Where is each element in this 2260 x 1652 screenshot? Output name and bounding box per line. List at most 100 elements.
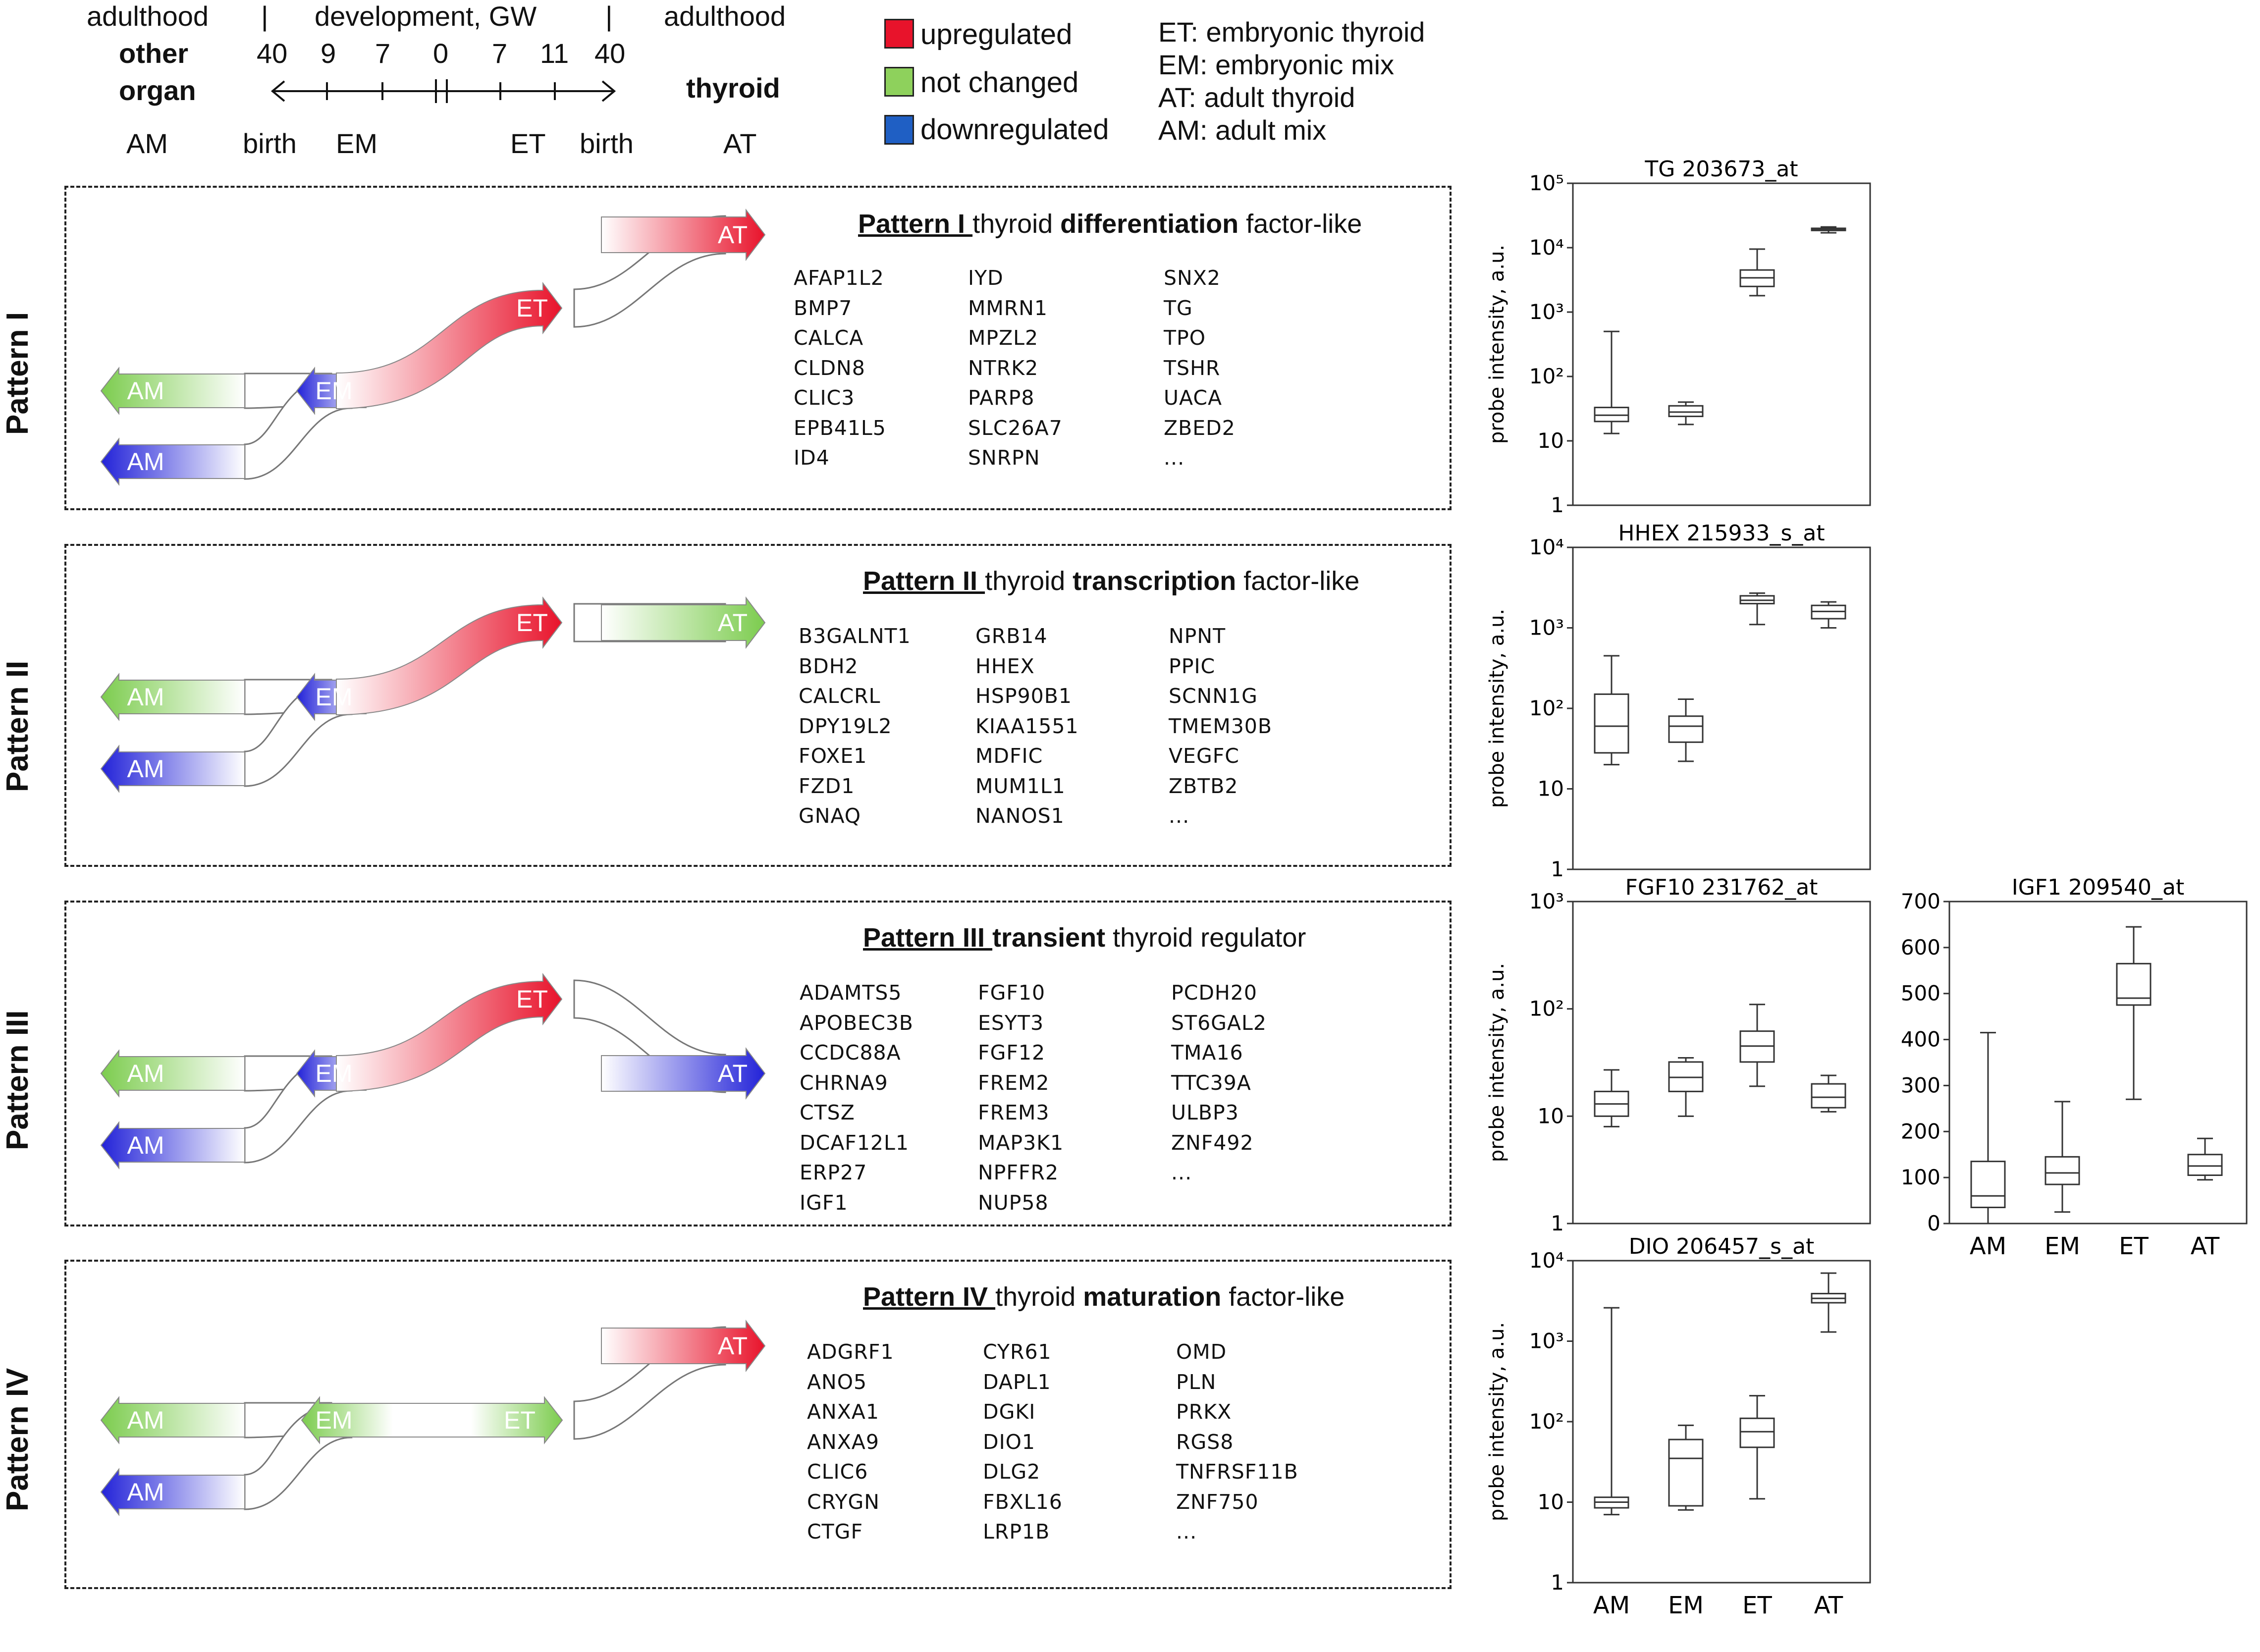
y-tick-label: 100: [1901, 1165, 1940, 1189]
arrow-em-et: [336, 973, 563, 1092]
x-tick-label: AM: [1970, 1232, 2006, 1260]
abbr-am: AM: adult mix: [1158, 114, 1327, 146]
gene-name: ...: [1169, 804, 1190, 828]
box-iqr: [2045, 1156, 2080, 1185]
expression-flow-diagram: AM AM EM ET AT: [100, 209, 766, 486]
tick-label: 0: [433, 38, 449, 69]
tick-label: 7: [375, 38, 391, 69]
pattern-side-label: Pattern I: [0, 312, 35, 435]
box-iqr: [1739, 1417, 1775, 1448]
x-tick-label: AT: [2191, 1232, 2220, 1260]
expression-flow-diagram: AM AM EM ET AT: [100, 596, 766, 793]
gene-name: TSHR: [1164, 356, 1221, 380]
pattern-title-bold: transcription: [1073, 566, 1237, 596]
pattern-side-label: Pattern III: [0, 1010, 35, 1150]
gene-name: CLDN8: [794, 356, 865, 380]
y-tick-label: 700: [1901, 889, 1940, 913]
gene-name: CYR61: [983, 1340, 1052, 1364]
box-et: [1739, 248, 1775, 297]
gene-name: IYD: [968, 266, 1004, 290]
y-tick-label: 10³: [1529, 889, 1564, 913]
gene-name: MDFIC: [975, 744, 1043, 768]
gene-name: ADAMTS5: [800, 981, 902, 1005]
gene-name: FOXE1: [799, 744, 867, 768]
pattern-title-rest: thyroid: [972, 209, 1061, 239]
chart-title: HHEX 215933_s_at: [1618, 521, 1825, 546]
chart-title: FGF10 231762_at: [1625, 875, 1818, 900]
gene-name: CHRNA9: [800, 1070, 888, 1095]
y-tick-label: 10²: [1529, 1409, 1564, 1434]
box-em: [1668, 698, 1704, 762]
timeline-adulthood-left: adulthood: [87, 0, 209, 32]
gene-name: HSP90B1: [975, 684, 1072, 708]
gene-name: DLG2: [983, 1460, 1041, 1484]
gene-name: SCNN1G: [1169, 684, 1258, 708]
gene-name: DPY19L2: [799, 714, 892, 738]
y-tick-label: 10⁴: [1529, 535, 1564, 559]
box-em: [2045, 1101, 2080, 1213]
timeline-axis: [270, 79, 616, 103]
abbr-et: ET: embryonic thyroid: [1158, 16, 1425, 48]
gene-name: GNAQ: [799, 804, 861, 828]
abbr-em: EM: embryonic mix: [1158, 49, 1395, 80]
timeline-bottom-birth: birth: [243, 128, 297, 159]
box-am: [1594, 1069, 1629, 1127]
box-at: [1811, 226, 1846, 234]
arrow-am-1: [100, 367, 245, 415]
timeline-thyroid: thyroid: [686, 72, 780, 104]
expression-flow-diagram: AM AM EM ET AT: [100, 1320, 766, 1516]
y-tick-label: 1: [1551, 1570, 1564, 1595]
gene-name: TTC39A: [1171, 1070, 1251, 1095]
boxplot-chart: HHEX 215933_s_at 1 10 10² 10³ 10⁴ probe intens…: [1486, 521, 1871, 881]
legend-label-down: downregulated: [920, 113, 1109, 146]
y-tick-label: 500: [1901, 981, 1940, 1006]
pattern-title-underlined: Pattern IV: [863, 1282, 996, 1312]
node-label: AT: [718, 1060, 748, 1087]
timeline-bottom-em: EM: [336, 128, 377, 159]
node-label: ET: [504, 1406, 536, 1434]
gene-name: FGF12: [978, 1041, 1046, 1065]
gene-name: HHEX: [975, 654, 1035, 678]
timeline-organ: organ: [119, 75, 196, 106]
gene-name: KIAA1551: [975, 714, 1079, 738]
pattern-title-underlined: Pattern III: [863, 923, 993, 953]
y-axis-label: probe intensity, a.u.: [1486, 963, 1508, 1162]
gene-name: CALCRL: [799, 684, 881, 708]
box-et: [1739, 1395, 1775, 1500]
y-tick-label: 10²: [1529, 364, 1564, 388]
plot-frame: [1572, 901, 1871, 1225]
gene-name: MPZL2: [968, 326, 1039, 350]
timeline-adulthood-right: adulthood: [664, 0, 786, 32]
gene-name: SNX2: [1164, 266, 1221, 290]
pattern-title-rest: thyroid: [995, 1282, 1083, 1312]
timeline-bottom-birth-2: birth: [580, 128, 634, 159]
box-et: [2116, 926, 2152, 1100]
box-at: [1811, 1074, 1846, 1113]
chart-title: IGF1 209540_at: [2012, 875, 2185, 900]
timeline-bottom-et: ET: [510, 128, 546, 159]
y-tick-label: 1: [1551, 1211, 1564, 1235]
node-label: EM: [316, 377, 353, 405]
y-tick-label: 10: [1538, 1104, 1564, 1128]
gene-name: TPO: [1164, 326, 1206, 350]
gene-name: GRB14: [975, 624, 1048, 648]
gene-name: NUP58: [978, 1190, 1049, 1215]
arrow-am-1: [100, 1396, 245, 1444]
gene-name: FGF10: [978, 981, 1046, 1005]
arrow-em-et: [336, 596, 563, 716]
box-em: [1668, 1057, 1704, 1117]
pattern-title-bold: transient: [992, 923, 1106, 953]
pattern-panel-4: Pattern IV thyroid maturation factor-lik…: [64, 1260, 1452, 1589]
box-at: [2187, 1137, 2223, 1181]
arrow-am-2: [100, 745, 245, 793]
gene-name: ZBED2: [1164, 416, 1236, 440]
node-label: AM: [127, 1406, 164, 1434]
x-tick-label: ET: [1742, 1592, 1772, 1619]
gene-name: ANXA1: [807, 1400, 879, 1424]
pattern-title: Pattern I thyroid differentiation factor…: [858, 209, 1362, 239]
timeline-development: development, GW: [315, 0, 537, 32]
y-tick-label: 600: [1901, 935, 1940, 959]
plot-frame: [1572, 1260, 1871, 1584]
y-tick-label: 10²: [1529, 696, 1564, 720]
y-tick-label: 0: [1927, 1211, 1940, 1235]
